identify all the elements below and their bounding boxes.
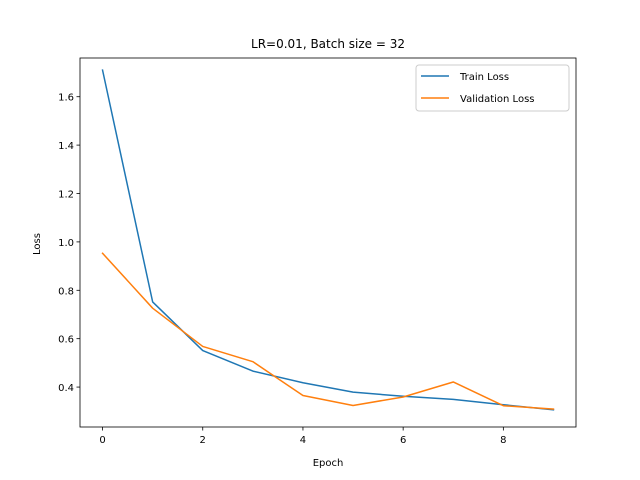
y-tick-label: 0.4 <box>58 383 74 394</box>
axes-frame <box>79 57 577 428</box>
legend-box <box>415 64 570 112</box>
legend-label-validation-loss: Validation Loss <box>460 94 535 105</box>
y-tick-label: 1.4 <box>58 141 74 152</box>
legend: Train Loss Validation Loss <box>415 64 570 112</box>
x-tick-label: 2 <box>200 435 206 446</box>
y-tick-label: 0.8 <box>58 286 74 297</box>
y-tick-label: 1.2 <box>58 190 74 201</box>
x-tick-label: 0 <box>99 435 105 446</box>
x-axis-label: Epoch <box>313 458 344 469</box>
x-tick-label: 8 <box>500 435 506 446</box>
x-tick-label: 4 <box>300 435 306 446</box>
legend-label-train-loss: Train Loss <box>459 72 509 83</box>
plot-area: 0 2 4 6 8 0.4 0.6 0.8 1.0 1.2 1.4 1.6 <box>58 57 577 446</box>
y-tick-label: 1.6 <box>58 93 74 104</box>
x-tick-label: 6 <box>400 435 406 446</box>
series-line-validation-loss <box>101 252 555 410</box>
y-tick-label: 0.6 <box>58 335 74 346</box>
y-axis-label: Loss <box>32 233 43 255</box>
series-line-train-loss <box>101 69 555 411</box>
chart-title: LR=0.01, Batch size = 32 <box>251 37 405 51</box>
y-tick-label: 1.0 <box>58 238 74 249</box>
